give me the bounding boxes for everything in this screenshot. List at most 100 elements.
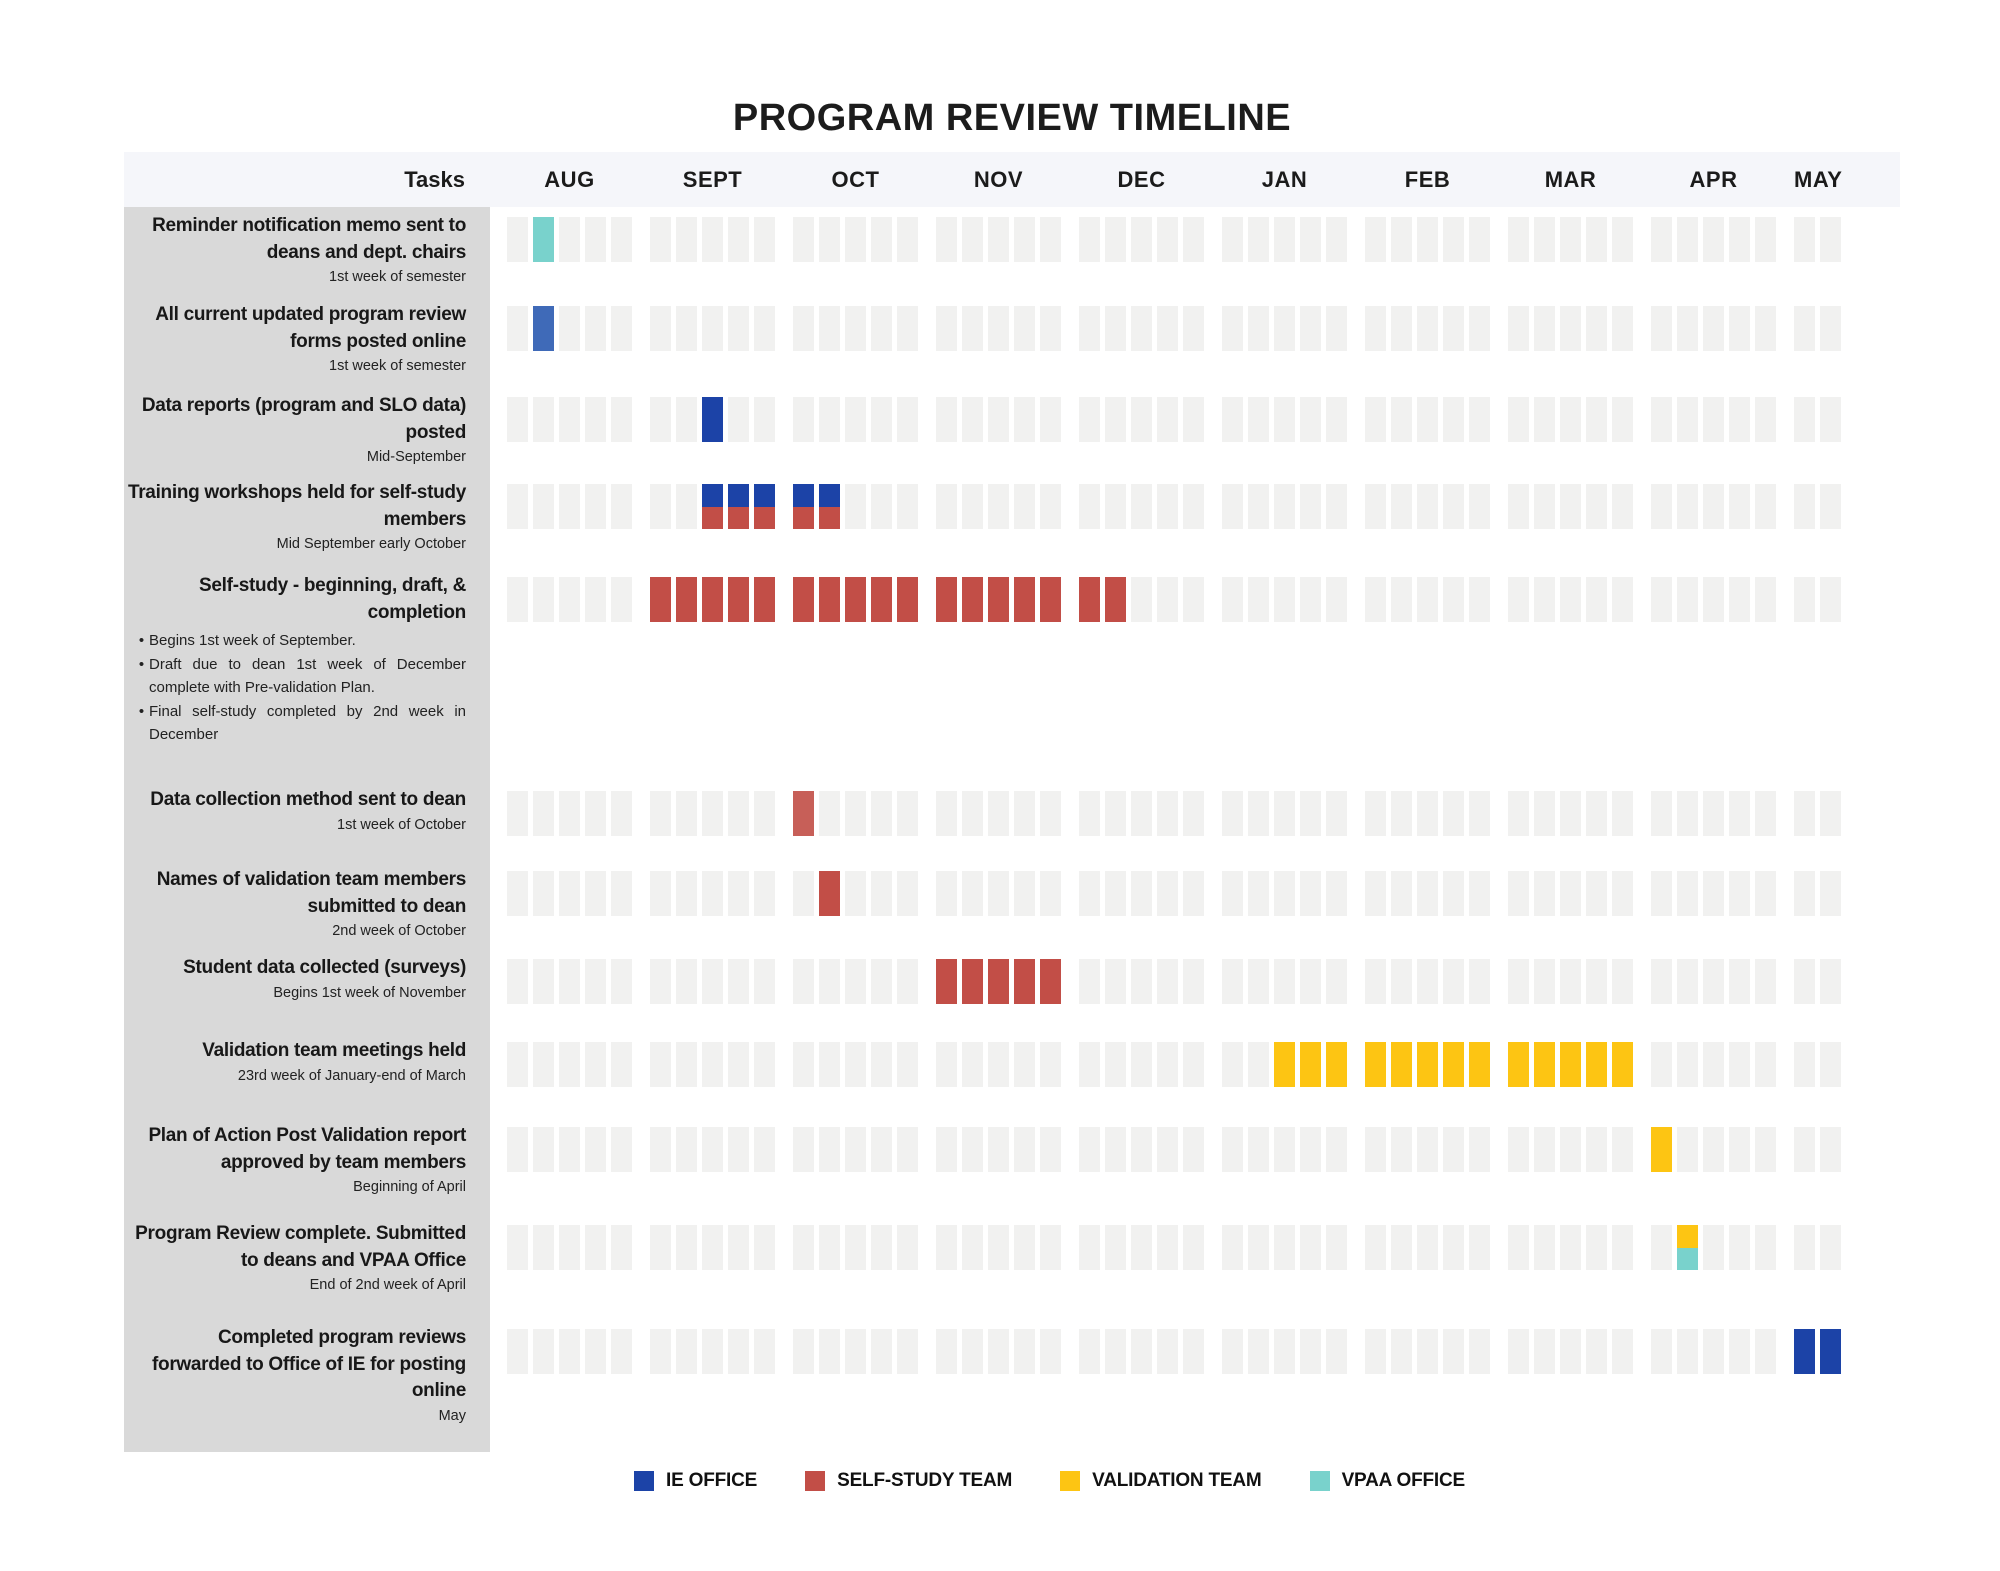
week-cell-aug-3-empty <box>559 1127 580 1172</box>
week-cell-mar-1-empty <box>1508 1225 1529 1270</box>
task-label: Completed program reviews forwarded to O… <box>124 1319 490 1452</box>
week-cell-jan-2-empty <box>1248 791 1269 836</box>
task-row-9: Validation team meetings held 23rd week o… <box>124 1032 2000 1117</box>
week-cell-aug-2-vpaa_office <box>533 217 554 262</box>
week-cell-mar-4-empty <box>1586 791 1607 836</box>
week-cell-jan-1-empty <box>1222 1127 1243 1172</box>
task-row-5: Self-study - beginning, draft, & complet… <box>124 567 2000 781</box>
week-cell-dec-2-empty <box>1105 871 1126 916</box>
week-cell-dec-4-empty <box>1157 217 1178 262</box>
week-cell-mar-4-empty <box>1586 217 1607 262</box>
task-caption-text: May <box>438 1407 466 1424</box>
month-group-apr <box>1651 397 1776 442</box>
week-cell-nov-1-empty <box>936 1329 957 1374</box>
week-cell-jan-3-empty <box>1274 577 1295 622</box>
task-row-11: Program Review complete. Submitted to de… <box>124 1215 2000 1319</box>
week-cell-sept-4-self_study <box>728 577 749 622</box>
week-cell-oct-1-empty <box>793 1042 814 1087</box>
week-cell-nov-1-self_study <box>936 959 957 1004</box>
week-cell-nov-3-empty <box>988 397 1009 442</box>
week-cell-oct-4-empty <box>871 1329 892 1374</box>
task-caption-text: Begins 1st week of November <box>273 984 466 1001</box>
week-cell-may-1-empty <box>1794 484 1815 529</box>
week-cell-jan-3-empty <box>1274 397 1295 442</box>
month-group-oct <box>793 959 918 1004</box>
week-cell-dec-5-empty <box>1183 871 1204 916</box>
task-title-text: Data reports (program and SLO data) post… <box>141 395 466 443</box>
week-cell-sept-5-empty <box>754 1329 775 1374</box>
week-cell-sept-1-empty <box>650 871 671 916</box>
week-cell-nov-3-empty <box>988 871 1009 916</box>
week-cell-jan-2-empty <box>1248 871 1269 916</box>
week-cell-sept-5-empty <box>754 217 775 262</box>
week-cell-dec-5-empty <box>1183 959 1204 1004</box>
task-row-2: All current updated program review forms… <box>124 296 2000 387</box>
week-cell-aug-4-empty <box>585 791 606 836</box>
week-cell-feb-3-empty <box>1417 959 1438 1004</box>
week-cell-apr-4-empty <box>1729 1225 1750 1270</box>
week-cell-sept-5-empty <box>754 1042 775 1087</box>
week-cell-sept-4-empty <box>728 1127 749 1172</box>
month-group-nov <box>936 397 1061 442</box>
month-group-mar <box>1508 871 1633 916</box>
month-group-may <box>1794 871 1841 916</box>
week-cell-nov-2-empty <box>962 306 983 351</box>
week-cell-jan-4-empty <box>1300 577 1321 622</box>
legend-swatch-vpaa_office <box>1309 1471 1330 1491</box>
week-cell-mar-2-empty <box>1534 306 1555 351</box>
week-cell-mar-1-empty <box>1508 397 1529 442</box>
week-cell-feb-3-empty <box>1417 577 1438 622</box>
week-cell-apr-2-empty <box>1677 306 1698 351</box>
week-cell-jan-1-empty <box>1222 1329 1243 1374</box>
week-cell-feb-2-empty <box>1391 1225 1412 1270</box>
week-cell-mar-5-empty <box>1612 959 1633 1004</box>
week-cell-oct-5-empty <box>897 1329 918 1374</box>
legend-label: VPAA OFFICE <box>1341 1470 1466 1491</box>
cell-half-self_study <box>793 506 814 529</box>
month-group-oct <box>793 306 918 351</box>
month-group-may <box>1794 959 1841 1004</box>
week-cell-oct-2-empty <box>819 306 840 351</box>
week-cell-dec-2-empty <box>1105 306 1126 351</box>
week-cell-oct-5-empty <box>897 306 918 351</box>
week-cell-sept-5-empty <box>754 871 775 916</box>
week-cell-sept-2-empty <box>676 1329 697 1374</box>
week-cell-mar-5-empty <box>1612 484 1633 529</box>
week-cell-sept-2-empty <box>676 484 697 529</box>
week-cell-mar-5-empty <box>1612 1329 1633 1374</box>
month-header-may: MAY <box>1794 166 1843 192</box>
week-cell-dec-2-empty <box>1105 959 1126 1004</box>
week-cell-apr-1-validation_team <box>1651 1127 1672 1172</box>
week-cell-nov-2-empty <box>962 1329 983 1374</box>
week-cell-jan-5-empty <box>1326 791 1347 836</box>
week-cell-aug-5-empty <box>611 1225 632 1270</box>
month-group-apr <box>1651 484 1776 529</box>
week-cell-mar-2-empty <box>1534 791 1555 836</box>
week-cell-nov-2-empty <box>962 1127 983 1172</box>
week-cell-apr-1-empty <box>1651 306 1672 351</box>
week-cell-feb-4-empty <box>1443 217 1464 262</box>
week-cell-sept-5-empty <box>754 959 775 1004</box>
week-cell-nov-1-empty <box>936 484 957 529</box>
week-cell-may-1-empty <box>1794 1042 1815 1087</box>
bullet-dot: • <box>138 702 145 720</box>
week-cell-aug-2-ie_office_light <box>533 306 554 351</box>
week-cell-may-2-empty <box>1820 1127 1841 1172</box>
week-cell-dec-3-empty <box>1131 217 1152 262</box>
month-group-mar <box>1508 959 1633 1004</box>
week-cell-aug-1-empty <box>507 577 528 622</box>
week-cells <box>507 1042 1841 1087</box>
week-cell-oct-1-split <box>793 484 814 529</box>
week-cell-oct-1-self_study_light <box>793 791 814 836</box>
week-cell-aug-3-empty <box>559 306 580 351</box>
week-cell-aug-4-empty <box>585 397 606 442</box>
month-group-aug <box>507 484 632 529</box>
week-cell-oct-5-empty <box>897 1127 918 1172</box>
week-cell-feb-5-empty <box>1469 959 1490 1004</box>
week-cell-sept-4-empty <box>728 959 749 1004</box>
task-bullet: • Draft due to dean 1st week of December … <box>134 653 466 700</box>
week-cell-may-1-empty <box>1794 1127 1815 1172</box>
week-cell-apr-4-empty <box>1729 306 1750 351</box>
week-cell-nov-4-empty <box>1014 397 1035 442</box>
month-group-feb <box>1365 1042 1490 1087</box>
